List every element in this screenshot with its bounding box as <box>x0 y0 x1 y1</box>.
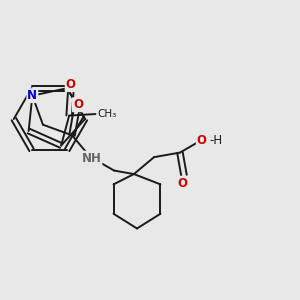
Text: NH: NH <box>82 152 101 165</box>
Text: O: O <box>66 78 76 91</box>
Text: O: O <box>197 134 207 147</box>
Text: O: O <box>178 177 188 190</box>
Text: CH₃: CH₃ <box>97 109 116 119</box>
Text: N: N <box>27 89 38 102</box>
Text: -H: -H <box>210 134 223 147</box>
Text: O: O <box>73 98 83 111</box>
